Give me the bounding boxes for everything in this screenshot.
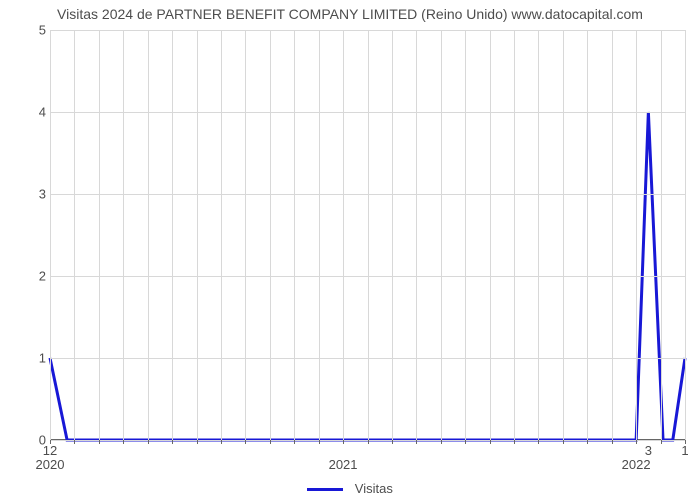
x-minor-tick bbox=[612, 440, 613, 444]
plot-area: 0123452020202120221231 bbox=[50, 30, 685, 440]
gridline-v bbox=[197, 30, 198, 440]
gridline-v bbox=[465, 30, 466, 440]
data-annotation: 3 bbox=[645, 443, 652, 458]
x-minor-tick bbox=[197, 440, 198, 444]
x-tick-label: 2022 bbox=[622, 457, 651, 472]
x-minor-tick bbox=[416, 440, 417, 444]
x-minor-tick bbox=[270, 440, 271, 444]
x-minor-tick bbox=[123, 440, 124, 444]
gridline-v bbox=[368, 30, 369, 440]
y-tick-label: 2 bbox=[24, 269, 46, 284]
x-tick-label: 2020 bbox=[36, 457, 65, 472]
data-annotation: 12 bbox=[43, 443, 57, 458]
x-minor-tick bbox=[74, 440, 75, 444]
gridline-v bbox=[392, 30, 393, 440]
x-minor-tick bbox=[514, 440, 515, 444]
gridline-v bbox=[563, 30, 564, 440]
x-minor-tick bbox=[245, 440, 246, 444]
gridline-v bbox=[99, 30, 100, 440]
x-minor-tick bbox=[465, 440, 466, 444]
gridline-v bbox=[661, 30, 662, 440]
gridline-v bbox=[343, 30, 344, 440]
x-minor-tick bbox=[319, 440, 320, 444]
chart-title: Visitas 2024 de PARTNER BENEFIT COMPANY … bbox=[0, 6, 700, 22]
x-minor-tick bbox=[294, 440, 295, 444]
x-tick-label: 2021 bbox=[329, 457, 358, 472]
gridline-v bbox=[319, 30, 320, 440]
gridline-v bbox=[416, 30, 417, 440]
gridline-v bbox=[685, 30, 686, 440]
gridline-v bbox=[221, 30, 222, 440]
gridline-v bbox=[514, 30, 515, 440]
legend-label: Visitas bbox=[355, 481, 393, 496]
legend-swatch bbox=[307, 488, 343, 491]
x-minor-tick bbox=[392, 440, 393, 444]
x-minor-tick bbox=[148, 440, 149, 444]
data-annotation: 1 bbox=[681, 443, 688, 458]
x-minor-tick bbox=[99, 440, 100, 444]
gridline-v bbox=[50, 30, 51, 440]
gridline-v bbox=[172, 30, 173, 440]
gridline-v bbox=[148, 30, 149, 440]
gridline-v bbox=[294, 30, 295, 440]
y-tick-label: 4 bbox=[24, 105, 46, 120]
y-tick-label: 1 bbox=[24, 351, 46, 366]
x-minor-tick bbox=[172, 440, 173, 444]
gridline-v bbox=[74, 30, 75, 440]
x-minor-tick bbox=[587, 440, 588, 444]
gridline-v bbox=[490, 30, 491, 440]
x-minor-tick bbox=[490, 440, 491, 444]
gridline-v bbox=[245, 30, 246, 440]
gridline-v bbox=[636, 30, 637, 440]
y-tick-label: 5 bbox=[24, 23, 46, 38]
legend: Visitas bbox=[0, 481, 700, 496]
x-minor-tick bbox=[563, 440, 564, 444]
x-minor-tick bbox=[636, 440, 637, 444]
x-minor-tick bbox=[441, 440, 442, 444]
gridline-v bbox=[612, 30, 613, 440]
x-minor-tick bbox=[661, 440, 662, 444]
x-minor-tick bbox=[221, 440, 222, 444]
gridline-v bbox=[538, 30, 539, 440]
y-tick-label: 3 bbox=[24, 187, 46, 202]
gridline-v bbox=[270, 30, 271, 440]
gridline-v bbox=[441, 30, 442, 440]
x-minor-tick bbox=[343, 440, 344, 444]
x-minor-tick bbox=[538, 440, 539, 444]
gridline-v bbox=[587, 30, 588, 440]
gridline-v bbox=[123, 30, 124, 440]
x-minor-tick bbox=[368, 440, 369, 444]
